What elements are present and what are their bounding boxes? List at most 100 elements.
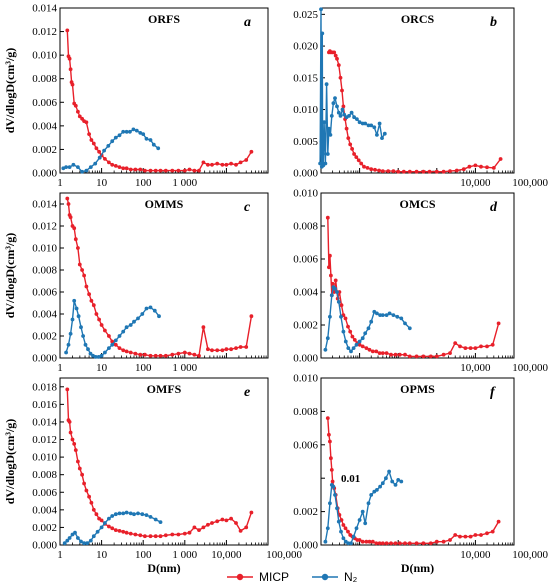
data-point <box>103 521 107 525</box>
y-tick-label: 0.006 <box>32 287 57 299</box>
data-point <box>117 165 122 170</box>
data-point <box>380 481 385 486</box>
x-tick-label: 1 000 <box>172 177 197 189</box>
data-point <box>234 162 238 167</box>
data-point <box>395 314 400 319</box>
data-point <box>182 531 187 536</box>
data-point <box>441 169 446 174</box>
data-point <box>170 352 175 357</box>
panel-title: OMMS <box>145 197 184 211</box>
data-point <box>72 298 77 303</box>
data-point <box>94 312 99 316</box>
data-point <box>347 114 351 118</box>
data-point <box>117 529 122 533</box>
data-point <box>391 169 396 174</box>
data-point <box>324 82 329 87</box>
panel-letter: e <box>244 385 250 400</box>
y-tick-label: 0.000 <box>293 540 318 552</box>
legend-micp-label: MICP <box>259 570 289 584</box>
data-point <box>389 541 393 546</box>
data-point <box>224 347 229 352</box>
data-point <box>375 311 379 316</box>
data-point <box>329 468 334 472</box>
data-point <box>215 348 220 353</box>
data-point <box>339 303 344 308</box>
data-point <box>68 331 73 336</box>
data-point <box>401 169 406 174</box>
data-point <box>407 326 412 331</box>
data-point <box>65 538 70 543</box>
series-line <box>64 511 161 544</box>
data-point <box>380 351 385 355</box>
data-point <box>325 416 330 420</box>
data-point <box>380 169 385 174</box>
data-point <box>485 531 489 536</box>
data-point <box>341 536 346 541</box>
data-point <box>163 168 168 173</box>
data-point <box>210 162 214 167</box>
data-point <box>403 541 407 546</box>
data-point <box>382 131 387 136</box>
data-point <box>88 165 93 170</box>
data-point <box>473 163 478 168</box>
series-n2 <box>62 510 163 546</box>
data-point <box>176 168 181 173</box>
data-point <box>192 352 197 357</box>
x-tick-label: 1 000 <box>172 549 197 561</box>
data-point <box>357 339 362 344</box>
legend-n2-label: N₂ <box>344 570 358 584</box>
data-point <box>117 334 122 338</box>
data-point <box>87 494 91 499</box>
data-point <box>99 323 104 327</box>
x-tick-label: 10 <box>96 177 108 189</box>
panel-c: 0.000 0.002 0.004 0.006 0.008 0.010 0.012 0.014… <box>3 192 269 374</box>
data-point <box>340 107 345 112</box>
data-point <box>397 541 402 546</box>
data-point <box>110 342 115 347</box>
data-point <box>107 160 111 165</box>
data-point <box>323 539 328 544</box>
panel-title: OMCS <box>400 197 436 211</box>
data-point <box>68 215 73 220</box>
data-point <box>328 133 333 137</box>
data-point <box>133 167 138 172</box>
y-tick-label: 0.025 <box>293 9 318 21</box>
panel-f: 0.000 0.002 0.006 0.008 0.010 10,000 100,000 OP… <box>293 373 548 576</box>
data-point <box>210 348 214 353</box>
data-point <box>322 120 326 125</box>
x-axis-title: D(nm) <box>147 561 180 575</box>
data-point <box>128 323 133 327</box>
plot-frame <box>59 7 269 174</box>
data-point <box>103 328 107 333</box>
x-tick-label: 1 <box>57 362 63 374</box>
y-tick-label: 0.018 <box>32 381 57 393</box>
data-point <box>99 353 104 358</box>
data-point <box>187 167 192 172</box>
x-tick-label: 10,000 <box>211 549 242 561</box>
data-point <box>65 196 70 201</box>
y-tick-label: 0.000 <box>293 168 318 180</box>
x-tick-label: 10,000 <box>460 362 491 374</box>
data-point <box>229 347 234 352</box>
data-point <box>373 167 377 172</box>
data-point <box>151 142 156 147</box>
data-point <box>67 536 72 540</box>
data-point <box>399 316 404 321</box>
data-point <box>84 488 89 493</box>
data-point <box>91 141 96 146</box>
data-point <box>340 88 344 93</box>
data-point <box>453 341 458 345</box>
data-point <box>67 420 72 424</box>
data-point <box>320 31 325 36</box>
y-tick-label: 0.010 <box>32 243 57 255</box>
y-tick-label: 0.006 <box>32 487 57 499</box>
data-point <box>333 286 337 291</box>
data-point <box>393 541 398 546</box>
data-point <box>76 109 80 114</box>
data-point <box>461 167 466 172</box>
data-point <box>127 129 132 134</box>
data-point <box>380 313 385 317</box>
data-point <box>121 348 126 353</box>
legend: MICP N₂ <box>227 570 358 584</box>
data-point <box>370 539 375 544</box>
